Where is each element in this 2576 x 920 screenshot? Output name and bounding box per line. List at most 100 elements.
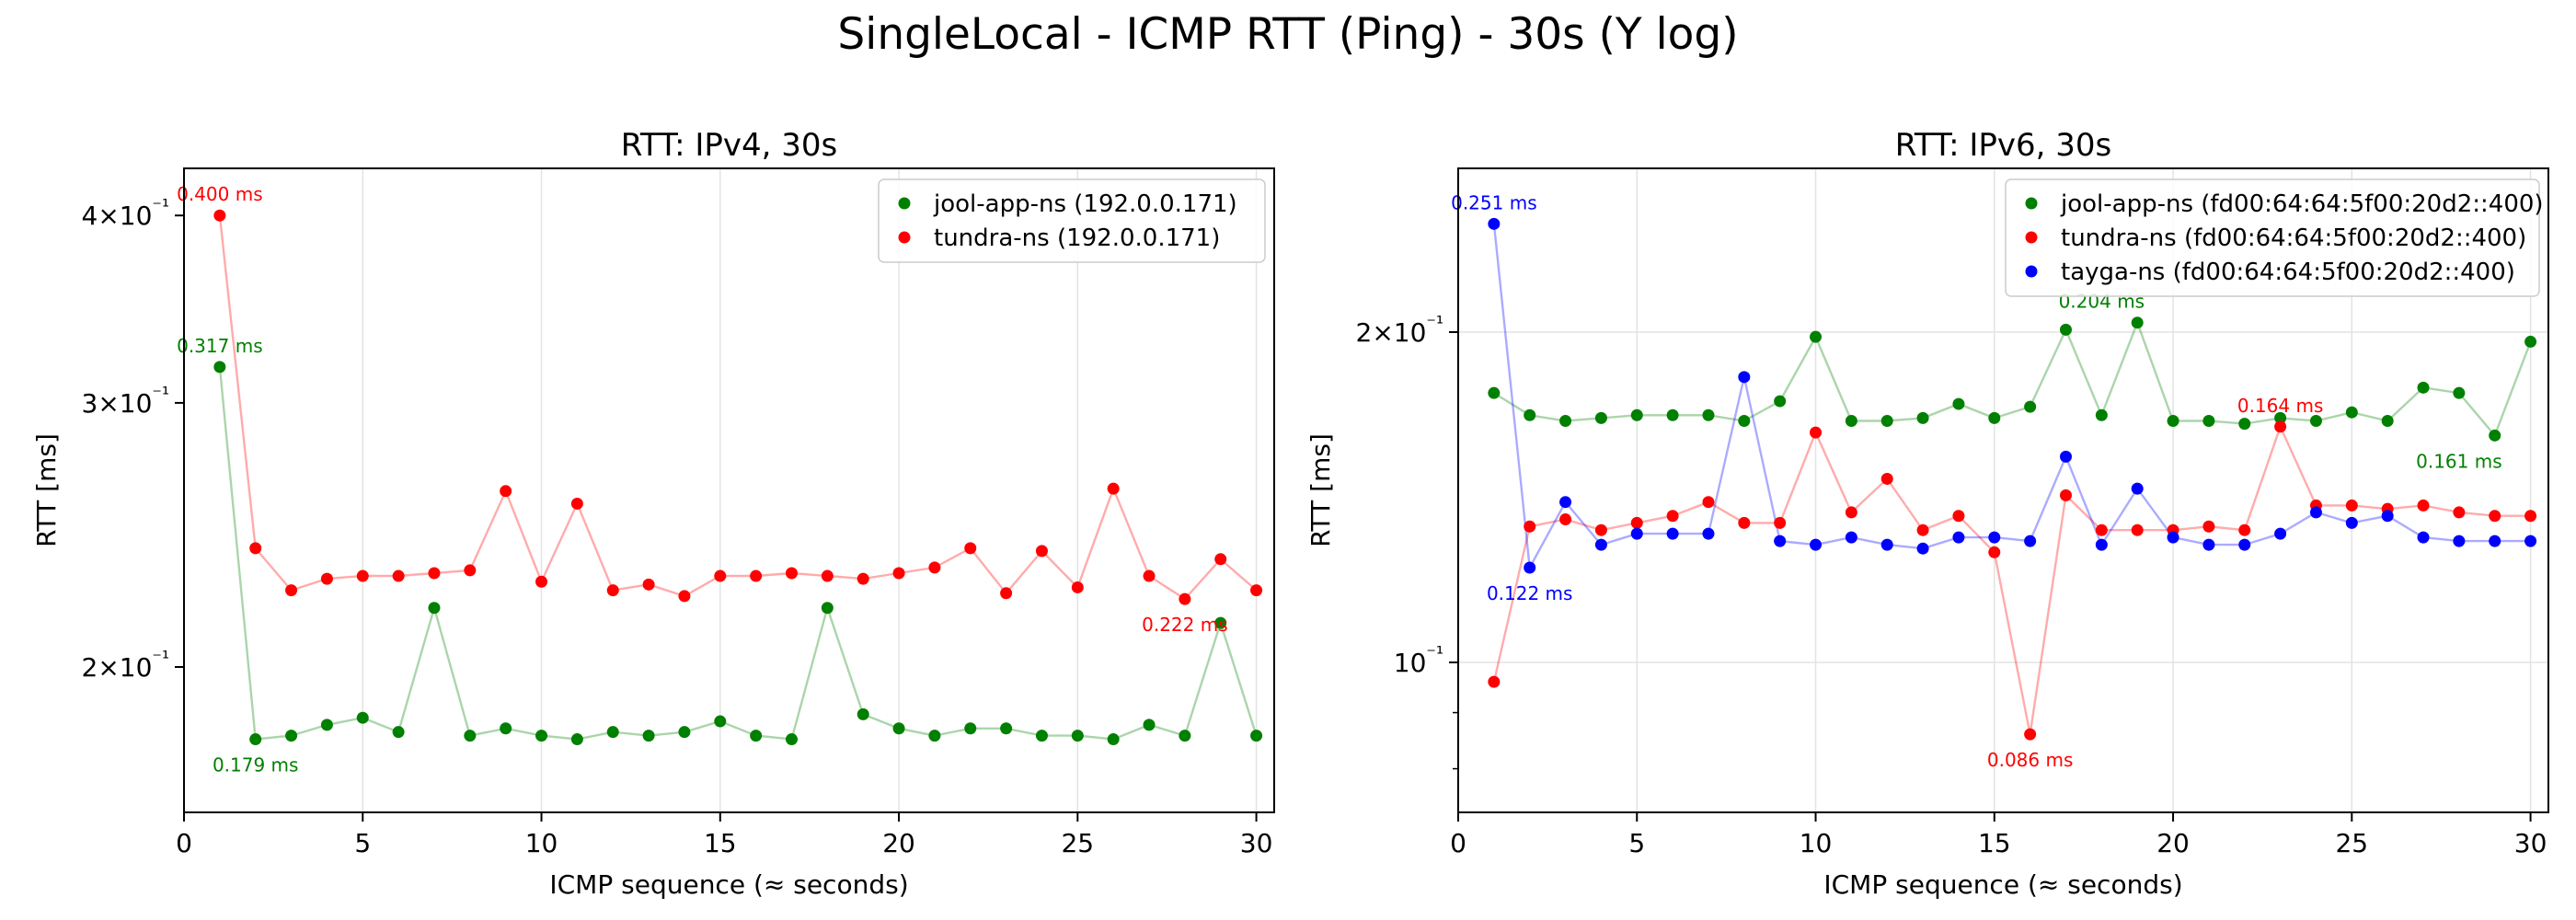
data-point-s1	[213, 361, 226, 374]
data-point-s2	[500, 485, 512, 498]
data-point-s2	[535, 575, 548, 588]
data-point-s2	[1594, 523, 1607, 536]
x-tick-label: 30	[2514, 828, 2547, 858]
data-point-s1	[392, 726, 405, 739]
x-tick-label: 5	[354, 828, 371, 858]
data-point-s2	[678, 590, 691, 603]
data-point-s1	[464, 730, 477, 742]
data-point-s3	[1880, 538, 1893, 551]
data-point-s1	[2167, 414, 2179, 427]
axes-frame	[1457, 167, 2549, 813]
data-point-s3	[1666, 527, 1679, 540]
chart-panel-1: 0.317 ms 0.179 ms 0.400 ms 0.222 ms 0 5 10 15 20…	[31, 127, 1275, 900]
data-point-s1	[964, 722, 977, 735]
data-point-s2	[428, 567, 441, 580]
data-point-s2	[714, 569, 727, 582]
data-point-s1	[857, 707, 869, 720]
data-point-s3	[2309, 506, 2322, 519]
data-point-s1	[2453, 386, 2466, 399]
data-point-s1	[928, 730, 941, 742]
data-point-s3	[1594, 538, 1607, 551]
data-point-s3	[2381, 510, 2394, 523]
data-point-s1	[570, 733, 583, 746]
data-point-s3	[2131, 482, 2144, 495]
data-point-s1	[750, 730, 763, 742]
data-point-s2	[2095, 523, 2108, 536]
legend-box	[878, 178, 1266, 263]
data-point-s3	[1738, 371, 1751, 384]
data-point-s2	[464, 564, 477, 577]
x-tick-label: 10	[1800, 828, 1833, 858]
data-point-s1	[2024, 400, 2037, 413]
data-point-s2	[1000, 587, 1013, 600]
data-point-s1	[1810, 330, 1823, 343]
data-point-s2	[857, 572, 869, 585]
y-tick-label: 2×10⁻¹	[82, 647, 169, 683]
panel-title: RTT: IPv6, 30s	[1895, 127, 2112, 164]
data-point-s1	[1702, 408, 1715, 421]
data-point-s1	[2489, 429, 2501, 442]
data-point-s3	[1952, 531, 1965, 544]
data-point-s3	[1916, 542, 1929, 555]
data-point-s2	[249, 542, 262, 555]
legend-marker	[898, 197, 911, 210]
data-point-s2	[928, 561, 941, 574]
series-line-2	[218, 215, 1258, 601]
data-point-s1	[2381, 414, 2394, 427]
data-point-s1	[2095, 408, 2108, 421]
data-point-s3	[1702, 527, 1715, 540]
data-point-s1	[1666, 408, 1679, 421]
data-point-s1	[1488, 386, 1501, 399]
data-point-s1	[606, 726, 619, 739]
data-point-s1	[1738, 414, 1751, 427]
chart-panel-2: 0.204 ms0.161 ms0.086 ms0.164 ms0.251 ms…	[1305, 127, 2549, 900]
x-axis-label: ICMP sequence (≈ seconds)	[1823, 869, 2182, 900]
data-point-s3	[2238, 538, 2251, 551]
x-tick-label: 25	[1061, 828, 1094, 858]
data-point-s2	[1524, 520, 1536, 533]
data-point-s2	[750, 569, 763, 582]
data-point-s1	[285, 730, 298, 742]
legend: jool-app-ns (fd00:64:64:5f00:20d2::400)t…	[2005, 178, 2544, 297]
data-point-s3	[1988, 531, 2001, 544]
data-point-s2	[1488, 675, 1501, 688]
data-point-s2	[320, 572, 333, 585]
x-tick-label: 0	[1450, 828, 1466, 858]
data-point-s2	[2238, 523, 2251, 536]
panel-title: RTT: IPv4, 30s	[621, 127, 838, 164]
data-point-s2	[1559, 513, 1572, 526]
data-point-s1	[642, 730, 655, 742]
data-point-s1	[1107, 733, 1120, 746]
data-label: 0.400 ms	[177, 183, 263, 205]
data-point-s1	[2202, 414, 2215, 427]
data-point-s2	[1774, 516, 1787, 529]
legend-marker	[2025, 231, 2038, 244]
data-point-s2	[1952, 510, 1965, 523]
series-line-1	[1493, 319, 2532, 438]
y-tick-label: 4×10⁻¹	[82, 195, 169, 231]
data-point-s2	[1630, 516, 1643, 529]
legend-entry: jool-app-ns (192.0.0.171)	[933, 190, 1237, 218]
y-axis-label: RTT [ms]	[31, 433, 62, 547]
data-label: 0.122 ms	[1487, 582, 1573, 604]
data-point-s1	[2345, 406, 2358, 419]
data-point-s2	[2524, 510, 2537, 523]
data-point-s2	[2489, 510, 2501, 523]
legend: jool-app-ns (192.0.0.171) tundra-ns (192.…	[878, 178, 1266, 263]
legend-marker	[898, 231, 911, 244]
legend-box	[2005, 178, 2540, 297]
data-point-s2	[785, 567, 798, 580]
data-point-s1	[1250, 730, 1263, 742]
data-point-s2	[2274, 420, 2287, 433]
data-point-s2	[570, 497, 583, 510]
x-tick-label: 0	[176, 828, 192, 858]
x-tick-label: 30	[1240, 828, 1273, 858]
data-point-s2	[1179, 592, 1191, 605]
data-point-s3	[2489, 535, 2501, 547]
data-point-s3	[2167, 531, 2179, 544]
data-point-s2	[1071, 581, 1084, 593]
data-point-s1	[1143, 719, 1156, 731]
data-point-s1	[1880, 414, 1893, 427]
data-point-s2	[1035, 545, 1048, 558]
